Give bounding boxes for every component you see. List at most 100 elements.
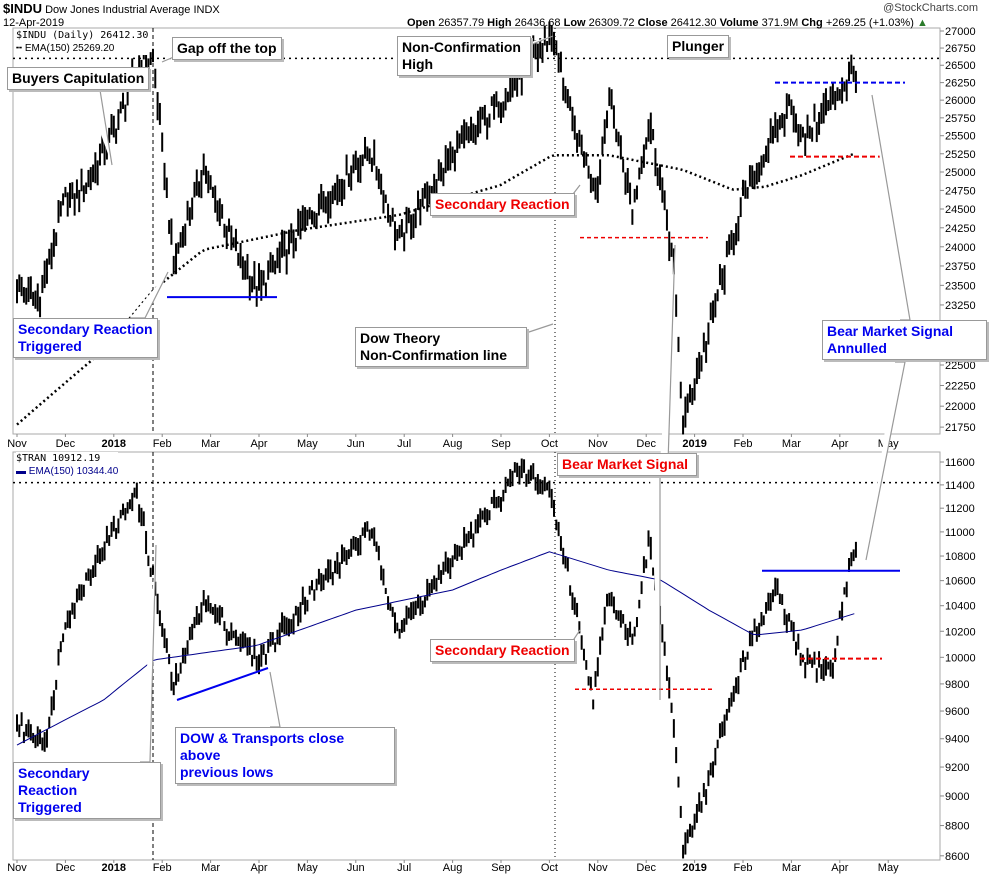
y-tick-label: 9800 [945,679,969,691]
lower-series-label: $TRAN 10912.19 [16,453,101,464]
y-tick-label: 22500 [945,360,976,372]
x-tick-label: Jul [397,438,411,450]
plot-frame [12,451,941,861]
x-tick-label: Mar [201,862,220,874]
annotation-bear-market-signal: Bear Market Signal [557,453,697,476]
x-tick-label: Apr [831,438,848,450]
quote-summary: Open 26357.79 High 26436.68 Low 26309.72… [407,17,928,29]
x-tick-label: 2019 [682,438,706,450]
annotation-dow-transports-close: DOW & Transports close above previous lows [175,727,395,784]
annotation-buyers-capitulation: Buyers Capitulation [7,67,150,90]
y-tick-label: 11200 [945,503,975,515]
copyright: @StockCharts.com [883,2,978,14]
upper-legend: $INDU (Daily) 26412.30 ╍ EMA(150) 25269.… [16,29,149,55]
y-tick-label: 22000 [945,401,976,413]
index-name: Dow Jones Industrial Average INDX [45,4,220,16]
y-tick-label: 8600 [945,851,969,863]
y-tick-label: 25250 [945,149,976,161]
x-tick-label: Jul [397,862,411,874]
callout-pointer [660,244,676,464]
x-tick-label: Mar [782,438,801,450]
annotation-secondary-reaction-lower: Secondary Reaction [430,639,575,662]
y-tick-label: 23250 [945,300,976,312]
callout-pointer [130,271,169,319]
callout-pointer [85,89,113,166]
x-tick-label: Oct [541,438,558,450]
x-tick-label: Feb [734,862,753,874]
annotation-dow-theory-line: Dow Theory Non-Confirmation line [355,327,527,367]
x-tick-label: Nov [7,438,27,450]
x-tick-label: Apr [831,862,848,874]
y-tick-label: 25750 [945,113,976,125]
y-tick-label: 24750 [945,185,976,197]
y-tick-label: 24250 [945,223,976,235]
x-tick-label: Feb [734,438,753,450]
lower-ema-label: ▬ EMA(150) 10344.40 [16,466,119,477]
y-tick-label: 25500 [945,131,976,143]
x-tick-label: Sep [491,438,511,450]
annotation-secondary-reaction-triggered-upper: Secondary Reaction Triggered [13,318,158,358]
x-tick-label: Aug [443,438,463,450]
y-tick-label: 23750 [945,261,976,273]
chart-title: $INDU Dow Jones Industrial Average INDX [3,1,220,16]
x-tick-label: Feb [153,862,172,874]
x-tick-label: Sep [491,862,511,874]
x-tick-label: Nov [7,862,27,874]
x-tick-label: Nov [588,862,608,874]
chart-date: 12-Apr-2019 [3,17,65,29]
x-tick-label: Mar [201,438,220,450]
y-tick-label: 22250 [945,380,976,392]
y-tick-label: 9200 [945,762,969,774]
y-tick-label: 10600 [945,576,976,588]
y-tick-label: 25000 [945,167,976,179]
y-tick-label: 26000 [945,95,976,107]
y-tick-label: 26500 [945,60,976,72]
y-tick-label: 11000 [945,527,975,539]
y-tick-label: 24000 [945,242,976,254]
x-tick-label: Oct [541,862,558,874]
x-tick-label: Apr [250,862,267,874]
lower-legend: $TRAN 10912.19 ▬ EMA(150) 10344.40 [16,452,119,478]
y-tick-label: 10000 [945,652,976,664]
x-tick-label: Nov [588,438,608,450]
x-tick-label: Feb [153,438,172,450]
upper-ema-label: ╍ EMA(150) 25269.20 [16,43,115,54]
y-tick-label: 21750 [945,422,976,434]
annotation-secondary-reaction-triggered-lower: Secondary Reaction Triggered [13,762,161,819]
x-tick-label: Mar [782,862,801,874]
x-tick-label: Dec [636,862,656,874]
x-tick-label: Apr [250,438,267,450]
x-tick-label: May [297,862,318,874]
annotation-non-confirmation-high: Non-Confirmation High [397,36,531,76]
x-tick-label: 2019 [682,862,706,874]
annotation-plunger: Plunger [667,35,730,58]
y-tick-label: 8800 [945,821,969,833]
y-tick-label: 11600 [945,457,975,469]
callout-pointer [650,476,661,700]
y-tick-label: 11400 [945,480,975,492]
x-tick-label: Aug [443,862,463,874]
callout-pointer [140,544,157,763]
annotation-secondary-reaction-upper: Secondary Reaction [430,193,575,216]
symbol: $INDU [3,1,43,16]
up-arrow-icon: ▲ [916,17,928,29]
x-tick-label: 2018 [102,438,126,450]
y-tick-label: 9600 [945,706,969,718]
y-tick-label: 27000 [945,26,976,38]
upper-series-label: $INDU (Daily) 26412.30 [16,30,149,41]
y-tick-label: 9000 [945,791,969,803]
x-tick-label: Dec [636,438,656,450]
ema-150-line [16,551,855,746]
y-tick-label: 10800 [945,551,976,563]
x-tick-label: May [297,438,318,450]
y-tick-label: 9400 [945,734,969,746]
x-tick-label: Dec [56,438,76,450]
y-tick-label: 26250 [945,78,976,90]
plot-frame [12,27,941,435]
x-tick-label: Dec [56,862,76,874]
higher-low-line-lower [176,667,269,701]
annotation-gap-off-top: Gap off the top [172,37,282,60]
y-tick-label: 26750 [945,43,976,55]
